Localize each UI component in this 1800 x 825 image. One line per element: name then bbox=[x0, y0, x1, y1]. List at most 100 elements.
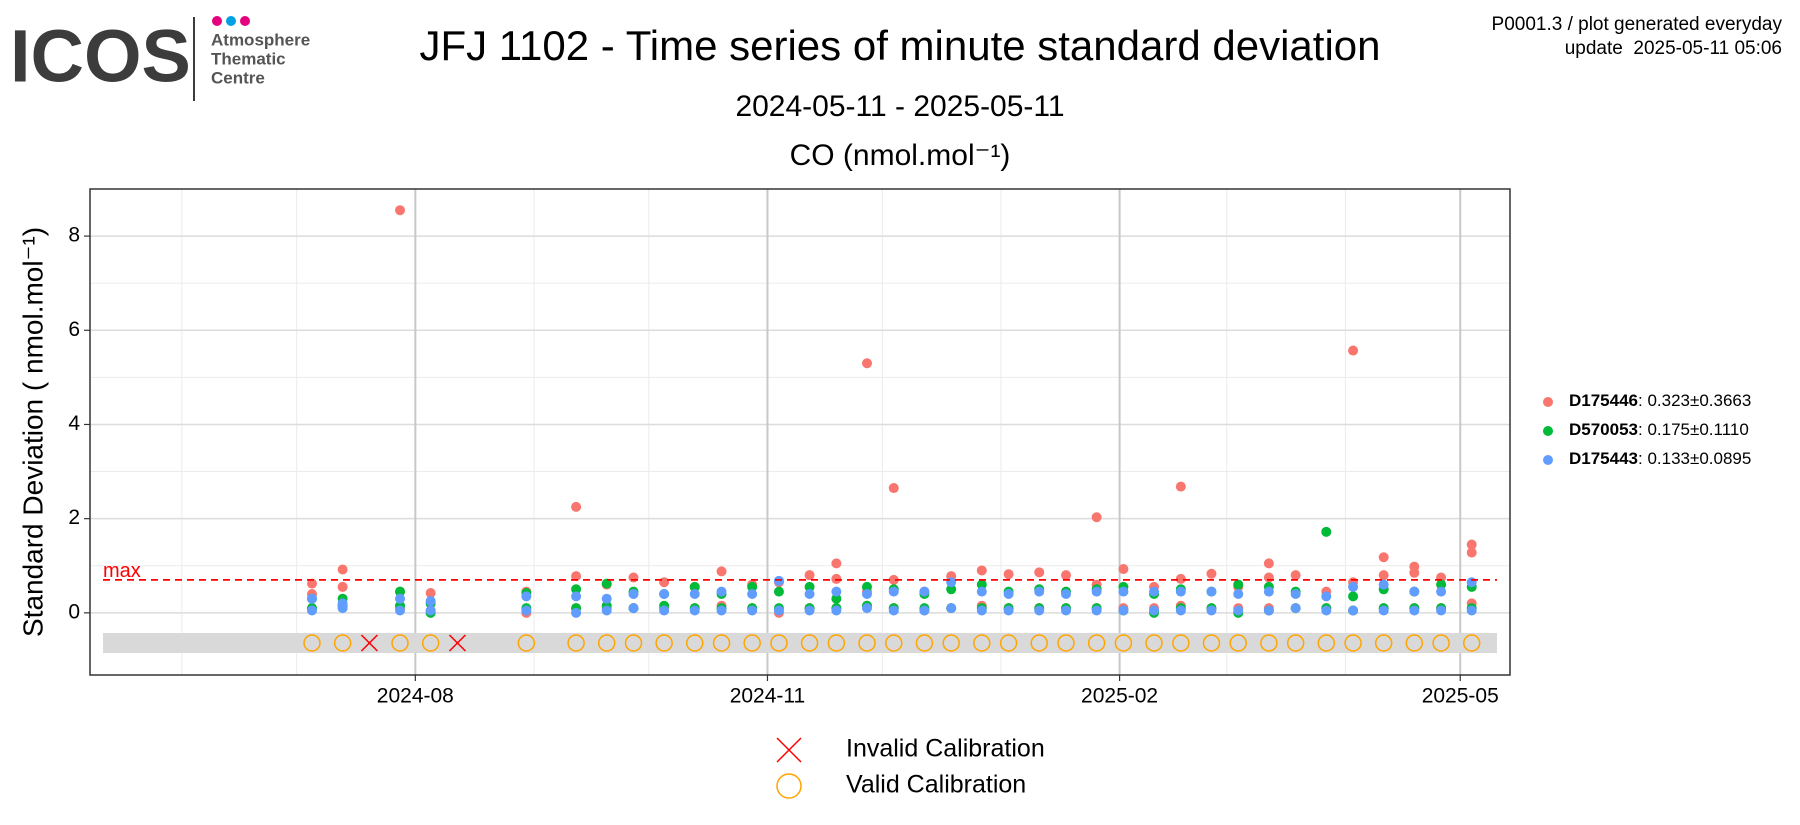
data-point bbox=[861, 589, 872, 599]
header-note: P0001.3 / plot generated everyday bbox=[1492, 14, 1783, 35]
data-point bbox=[1233, 605, 1244, 616]
data-point bbox=[1409, 586, 1420, 597]
data-point bbox=[1034, 586, 1045, 597]
threshold-label: max bbox=[103, 560, 141, 582]
data-point bbox=[1118, 586, 1129, 597]
data-point bbox=[395, 605, 406, 616]
calibration-marker bbox=[1317, 634, 1336, 652]
data-point bbox=[1436, 579, 1447, 590]
y-axis-label: Standard Deviation ( nmol.mol⁻¹) bbox=[17, 227, 48, 637]
header-update: update 2025-05-11 05:06 bbox=[1565, 38, 1782, 59]
data-point bbox=[919, 586, 930, 597]
data-point bbox=[831, 593, 842, 604]
data-point bbox=[1263, 586, 1274, 597]
data-point bbox=[1118, 564, 1129, 575]
data-point bbox=[861, 603, 872, 614]
data-point bbox=[1321, 605, 1332, 616]
legend-label: Invalid Calibration bbox=[846, 735, 1045, 763]
data-point bbox=[1348, 591, 1359, 602]
data-point bbox=[1290, 570, 1301, 581]
legend-label: D570053: 0.175±0.1110 bbox=[1569, 420, 1749, 439]
data-point bbox=[659, 577, 670, 588]
data-point bbox=[919, 605, 930, 616]
legend-marker bbox=[1543, 397, 1553, 407]
cross-stroke bbox=[776, 737, 802, 763]
calibration-marker bbox=[624, 634, 643, 652]
data-point bbox=[773, 575, 784, 586]
calibration-marker bbox=[1432, 634, 1450, 652]
data-point bbox=[571, 591, 582, 602]
data-point bbox=[306, 605, 317, 616]
x-tick-label: 2024-08 bbox=[377, 685, 454, 708]
data-point bbox=[747, 589, 758, 599]
logo-line: Atmosphere bbox=[211, 30, 310, 49]
data-point bbox=[1466, 577, 1477, 588]
y-tick-label: 8 bbox=[68, 224, 80, 247]
data-point bbox=[1003, 605, 1014, 616]
calibration-marker bbox=[1344, 634, 1362, 652]
cross-marker bbox=[776, 737, 802, 763]
logo-dot bbox=[226, 16, 236, 26]
data-point bbox=[976, 586, 987, 597]
data-point bbox=[1263, 558, 1274, 569]
data-point bbox=[1003, 589, 1014, 599]
y-tick-label: 4 bbox=[68, 412, 80, 435]
data-point bbox=[1061, 589, 1072, 599]
data-point bbox=[1409, 561, 1420, 572]
data-point bbox=[337, 564, 348, 575]
data-point bbox=[1206, 568, 1217, 579]
data-point bbox=[804, 589, 815, 599]
logo-dot bbox=[240, 16, 250, 26]
calibration-marker bbox=[391, 634, 409, 652]
data-point bbox=[571, 501, 582, 512]
calibration-marker bbox=[1057, 634, 1075, 652]
legend-label: D175443: 0.133±0.0895 bbox=[1569, 449, 1751, 468]
data-point bbox=[831, 558, 842, 569]
calibration-marker bbox=[1145, 634, 1163, 652]
data-point bbox=[1149, 605, 1160, 616]
data-point bbox=[689, 589, 700, 599]
calibration-marker bbox=[333, 634, 352, 652]
data-point bbox=[1175, 573, 1186, 584]
data-point bbox=[831, 586, 842, 597]
calibration-marker bbox=[858, 634, 876, 652]
calibration-marker bbox=[1202, 634, 1221, 652]
data-point bbox=[1061, 570, 1072, 581]
data-point bbox=[1091, 605, 1102, 616]
data-point bbox=[1290, 589, 1301, 599]
data-point bbox=[1263, 572, 1274, 583]
data-point bbox=[571, 571, 582, 582]
x-tick-label: 2025-02 bbox=[1081, 685, 1158, 708]
data-point bbox=[946, 577, 957, 588]
calibration-marker bbox=[303, 634, 321, 652]
legend-label: D175446: 0.323±0.3663 bbox=[1569, 391, 1751, 410]
chart-title: JFJ 1102 - Time series of minute standar… bbox=[419, 22, 1380, 69]
calibration-marker bbox=[743, 634, 761, 652]
x-tick-label: 2025-05 bbox=[1422, 685, 1499, 708]
data-point bbox=[1118, 605, 1129, 616]
data-point bbox=[1175, 481, 1186, 492]
data-point bbox=[689, 605, 700, 616]
legend-name: D570053 bbox=[1569, 420, 1638, 439]
plot-border bbox=[89, 188, 1511, 676]
cross-stroke bbox=[448, 634, 466, 652]
data-point bbox=[976, 579, 987, 590]
cross-marker bbox=[360, 634, 378, 652]
data-point bbox=[425, 605, 436, 616]
data-point bbox=[773, 605, 784, 616]
data-point bbox=[628, 589, 639, 599]
data-point bbox=[946, 584, 957, 595]
legend-summary: : 0.323±0.3663 bbox=[1638, 391, 1751, 410]
logo-name: ICOS bbox=[10, 15, 191, 98]
data-point bbox=[1091, 586, 1102, 597]
data-point bbox=[888, 574, 899, 585]
logo-line: Thematic bbox=[211, 49, 286, 68]
data-point bbox=[804, 581, 815, 592]
calibration-marker bbox=[885, 634, 903, 652]
calibration-marker bbox=[973, 634, 991, 652]
calibration-marker bbox=[1462, 634, 1481, 652]
panel-title: CO (nmol.mol⁻¹) bbox=[790, 139, 1011, 172]
legend-summary: : 0.133±0.0895 bbox=[1638, 449, 1751, 468]
calibration-marker bbox=[915, 634, 934, 652]
